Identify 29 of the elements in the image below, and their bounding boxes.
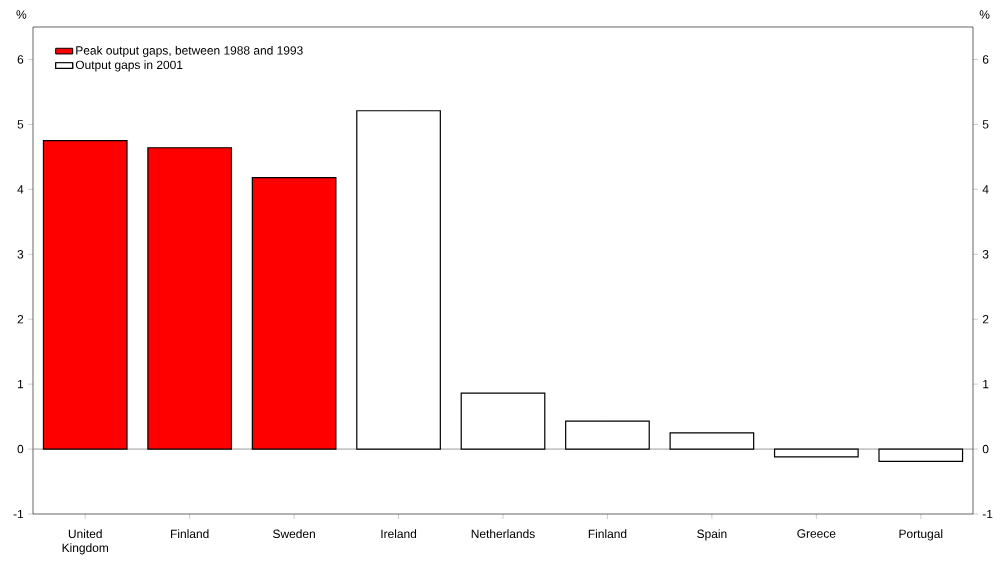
legend-label: Output gaps in 2001 [75,60,183,72]
y-axis-title: % [16,10,27,19]
x-tick-label: Ireland [381,529,417,539]
y-tick-label: 3 [17,250,24,259]
y2-tick-label: 5 [982,120,989,129]
x-tick-label: Portugal [899,529,943,541]
y-tick-label: 0 [17,444,24,454]
y-tick-label: 2 [17,315,24,324]
y2-tick-label: 0 [982,444,989,454]
x-tick-label: United Kingdom [62,529,109,555]
y2-axis-title: % [979,10,990,19]
y2-tick-label: 3 [982,250,989,259]
y2-tick-label: 1 [983,380,989,389]
y2-tick-label: 6 [982,55,989,64]
legend-label: Peak output gaps, between 1988 and 1993 [76,45,303,58]
y2-tick-label: 2 [982,315,989,324]
y-tick-label: 5 [17,120,24,129]
y2-tick-label: 4 [982,185,989,194]
y-tick-label: -1 [13,509,24,519]
y2-tick-label: -1 [982,509,993,519]
y-tick-label: 4 [17,185,24,194]
y-tick-label: 6 [17,55,24,64]
x-tick-label: Greece [797,529,836,538]
x-tick-label: Finland [588,529,627,539]
x-tick-label: Netherlands [471,529,535,539]
x-tick-label: Sweden [273,529,315,539]
x-tick-label: Finland [171,529,209,539]
x-tick-label: Spain [697,529,727,541]
y-tick-label: 1 [17,380,24,389]
